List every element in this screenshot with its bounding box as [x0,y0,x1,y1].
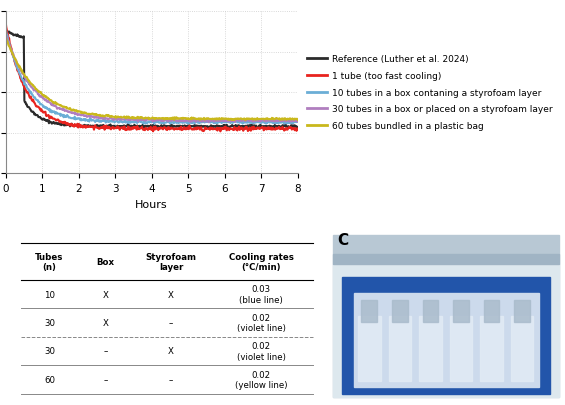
Text: –: – [103,375,108,384]
Text: –: – [103,347,108,356]
Bar [423,300,438,322]
Bar [419,316,442,381]
Bar [392,300,408,322]
Text: X: X [103,290,108,299]
X-axis label: Hours: Hours [136,199,168,209]
Legend: Reference (Luther et al. 2024), 1 tube (too fast cooling), 10 tubes in a box con: Reference (Luther et al. 2024), 1 tube (… [303,51,557,134]
Text: 0.02
(violet line): 0.02 (violet line) [237,341,285,361]
Text: 0.02
(yellow line): 0.02 (yellow line) [235,370,287,389]
Text: Tubes
(n): Tubes (n) [35,252,64,271]
Text: 0.02
(violet line): 0.02 (violet line) [237,313,285,333]
Text: C: C [338,232,349,247]
Bar [514,300,530,322]
Text: X: X [103,318,108,327]
Text: 30: 30 [44,318,55,327]
Bar [480,316,503,381]
Bar [389,316,411,381]
Bar [342,277,550,394]
Bar [358,316,381,381]
Text: –: – [169,318,173,327]
Bar [511,316,533,381]
Bar [450,316,472,381]
Bar [354,294,539,387]
Text: X: X [168,290,174,299]
Text: Styrofoam
layer: Styrofoam layer [146,252,197,271]
Bar [484,300,499,322]
Bar [453,300,469,322]
Text: 60: 60 [44,375,55,384]
Text: Box: Box [97,257,115,266]
Bar [333,264,559,397]
Bar [333,255,559,264]
Text: Cooling rates
(°C/min): Cooling rates (°C/min) [229,252,293,271]
Text: 0.03
(blue line): 0.03 (blue line) [239,285,283,304]
Text: –: – [169,375,173,384]
Text: 30: 30 [44,347,55,356]
Text: X: X [168,347,174,356]
Text: 10: 10 [44,290,55,299]
Bar [362,300,377,322]
